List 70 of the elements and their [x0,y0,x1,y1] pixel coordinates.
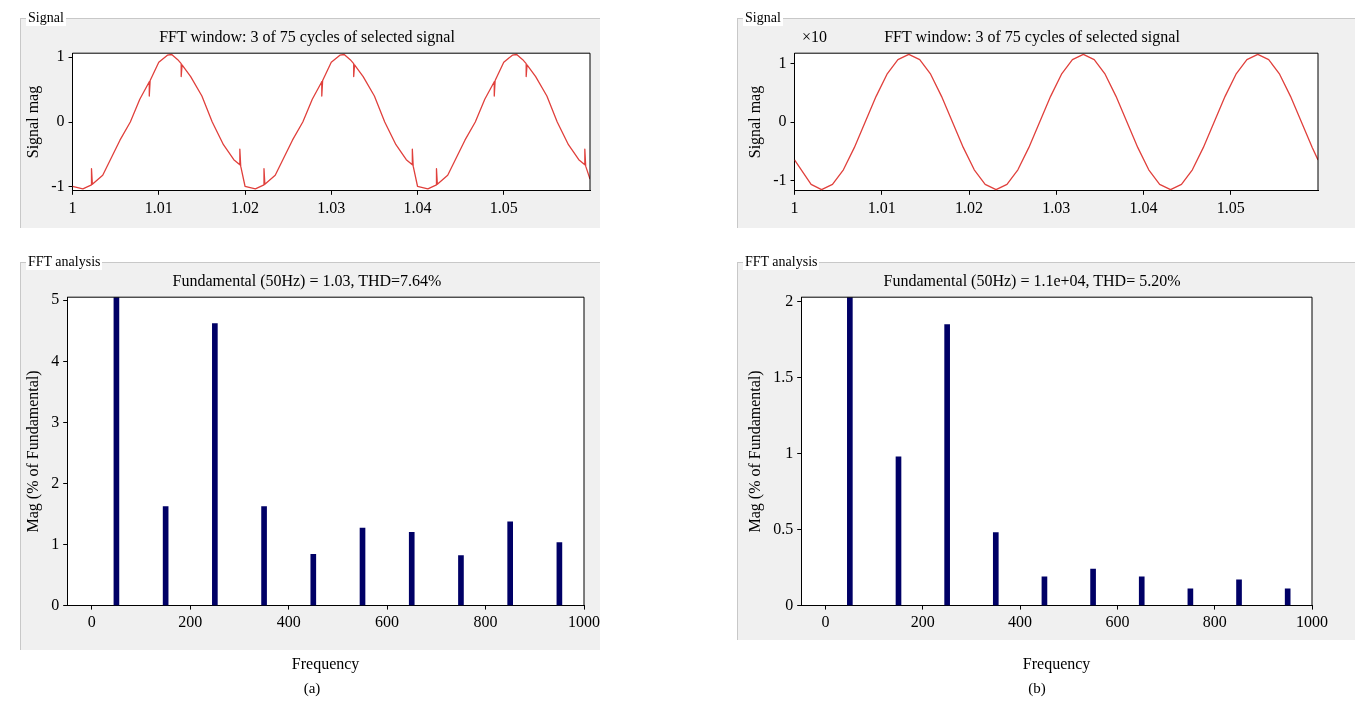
x-axis-title: Frequency [1022,654,1091,673]
y-axis-title: Mag (% of Fundamental) [745,370,764,533]
bar [847,297,853,606]
y-tick-label: 4 [51,351,60,369]
x-tick-label: 400 [1008,613,1033,631]
x-tick-label: 1.02 [231,198,260,216]
bar [1138,576,1145,606]
x-tick-label: 1 [68,198,77,216]
x-tick-label: 1000 [568,613,600,631]
y-tick-label: 5 [51,290,60,308]
bar [992,532,999,606]
bar [1090,568,1096,606]
text: ×10 [802,28,828,46]
x-tick-label: 600 [375,613,400,631]
y-axis-title: Signal mag [745,85,764,159]
y-tick-label: 1 [56,47,65,65]
x-tick-label: 1.05 [489,198,518,216]
text: FFT analysis [26,253,103,270]
x-tick-label: 800 [1202,613,1227,631]
y-tick-label: 0.5 [773,519,794,537]
bar [507,521,513,606]
x-tick-label: 1.04 [1129,198,1158,216]
y-tick-label: 0 [785,595,794,613]
x-tick-label: 1.04 [403,198,432,216]
y-tick-label: -1 [51,177,65,195]
y-tick-label: -1 [773,170,787,188]
x-tick-label: 800 [473,613,498,631]
bar [261,506,267,606]
y-tick-label: 1 [778,53,787,71]
x-tick-label: 0 [821,613,830,631]
x-tick-label: 0 [87,613,96,631]
x-tick-label: 1000 [1296,613,1328,631]
x-tick-label: 200 [910,613,935,631]
bar [1236,579,1242,606]
y-tick-label: 1.5 [773,367,794,385]
x-tick-label: 200 [178,613,203,631]
bar [1284,588,1291,606]
bar [458,555,464,606]
y-axis-title: Signal mag [23,85,42,159]
bar [212,323,218,606]
y-tick-label: 1 [51,534,60,552]
chart-title: FFT window: 3 of 75 cycles of selected signal [159,27,456,46]
y-tick-label: 0 [778,112,787,130]
y-tick-label: 2 [51,473,60,491]
chart-title: Fundamental (50Hz) = 1.03, THD=7.64% [172,271,442,290]
x-tick-label: 1.05 [1216,198,1245,216]
x-tick-label: 1.01 [867,198,896,216]
y-tick-label: 2 [785,291,794,309]
x-tick-label: 1.03 [1042,198,1071,216]
y-axis-title: Mag (% of Fundamental) [23,370,42,533]
y-tick-label: 0 [51,595,60,613]
text: (a) [302,680,322,697]
x-tick-label: 600 [1105,613,1130,631]
bar [408,531,415,606]
x-tick-label: 1.03 [317,198,346,216]
x-tick-label: 1.02 [955,198,984,216]
bar [310,553,317,606]
text: (b) [1027,680,1047,697]
text: Signal [26,9,66,26]
text: FFT analysis [743,253,820,270]
chart-title: Fundamental (50Hz) = 1.1e+04, THD= 5.20% [883,271,1181,290]
y-tick-label: 3 [51,412,60,430]
x-axis-title: Frequency [291,654,360,673]
y-tick-label: 0 [56,112,65,130]
y-tick-label: 1 [785,443,794,461]
chart-title: FFT window: 3 of 75 cycles of selected signal [884,27,1181,46]
text: Signal [743,9,783,26]
x-tick-label: 400 [276,613,301,631]
bar [944,324,950,606]
x-tick-label: 1.01 [144,198,173,216]
